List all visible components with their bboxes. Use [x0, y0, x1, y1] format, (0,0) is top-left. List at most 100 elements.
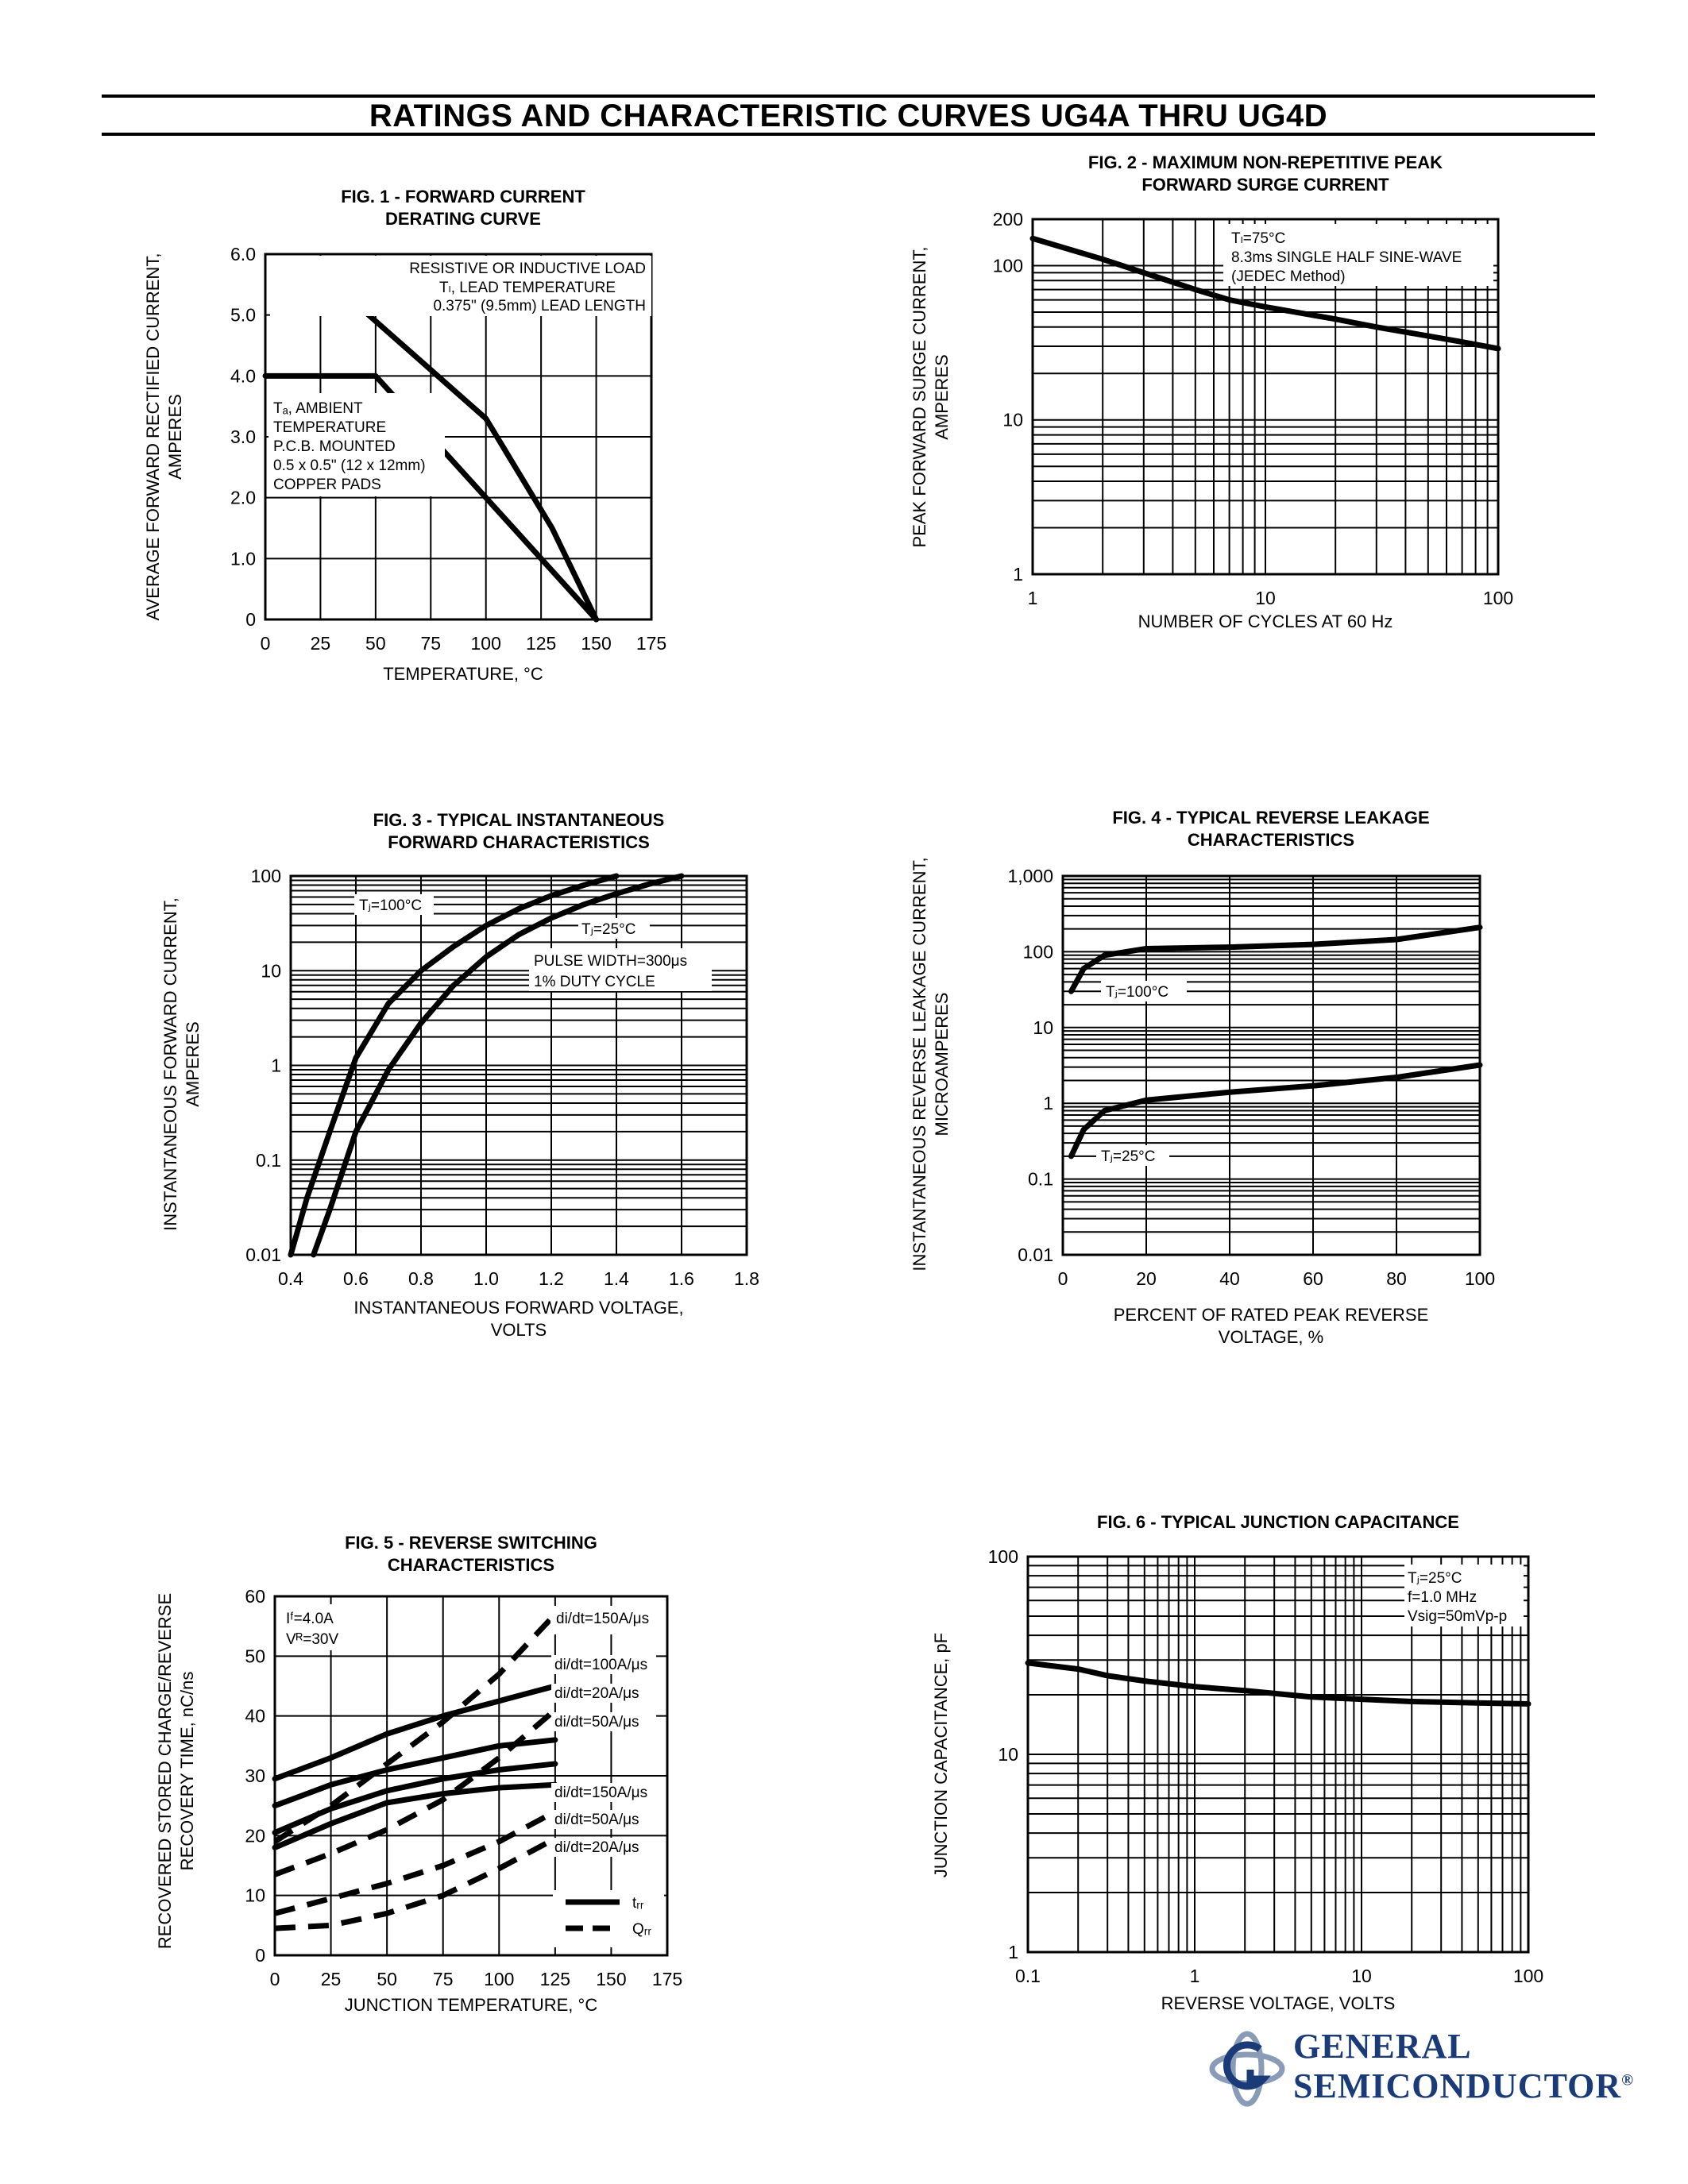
series-line — [274, 1809, 557, 1916]
annotation-text: Tⱼ=25°C — [1408, 1570, 1462, 1587]
x-tick-label: 0.8 — [408, 1268, 434, 1289]
annotation-text: 8.3ms SINGLE HALF SINE-WAVE — [1231, 249, 1462, 266]
x-axis-label: REVERSE VOLTAGE, VOLTS — [1161, 1993, 1396, 2013]
annotation-bg — [551, 1838, 656, 1857]
annotation-bg — [551, 1684, 656, 1703]
y-tick-label: 10 — [261, 960, 281, 981]
x-tick-label: 0 — [1058, 1268, 1068, 1289]
x-tick-label: 1.8 — [734, 1268, 759, 1289]
fig5-plot: 0 25 50 75 100 125 150 175 0 10 20 30 40 50 60 FIG. 5 -… — [155, 1533, 682, 2015]
y-tick-label: 5.0 — [230, 305, 256, 326]
x-axis-label: JUNCTION TEMPERATURE, °C — [345, 1995, 598, 2015]
annotation-text: (JEDEC Method) — [1231, 268, 1346, 285]
x-tick-label: 1.2 — [539, 1268, 564, 1289]
x-tick-label: 175 — [652, 1969, 682, 1989]
y-tick-label: 1 — [1008, 1942, 1018, 1962]
series-label: Tⱼ=100°C — [359, 897, 422, 914]
plot-frame — [289, 874, 748, 1256]
y-axis-label: AMPERES — [932, 354, 952, 440]
x-tick-label: 75 — [433, 1969, 454, 1989]
plot-frame — [264, 253, 653, 621]
y-axis-label: RECOVERY TIME, nC/ns — [177, 1672, 197, 1871]
y-tick-label: 100 — [1023, 941, 1053, 962]
x-tick-label: 25 — [311, 633, 331, 654]
y-tick-label: 100 — [988, 1546, 1018, 1567]
series-line — [272, 1683, 558, 1782]
x-tick-label: 1.4 — [604, 1268, 629, 1289]
series-line — [272, 1781, 558, 1850]
annotation-bg — [551, 1712, 656, 1731]
x-tick-label: 1.6 — [669, 1268, 694, 1289]
x-tick-label: 0.6 — [343, 1268, 369, 1289]
annotation-bg — [268, 393, 445, 496]
x-tick-label: 40 — [1219, 1268, 1240, 1289]
x-tick-label: 100 — [1483, 588, 1513, 608]
series-line — [1068, 924, 1483, 994]
annotation-bg — [1096, 1145, 1169, 1166]
fig1-plot: 0 25 50 75 100 125 150 175 0 1.0 2.0 3.0 4.0 5.0 6.0 FI… — [143, 187, 666, 684]
plot-frame — [273, 1595, 669, 1957]
x-axis-label: INSTANTANEOUS FORWARD VOLTAGE, — [353, 1298, 683, 1318]
y-tick-label: 1 — [271, 1055, 281, 1076]
header-top-rule — [102, 95, 1595, 98]
y-tick-label: 60 — [245, 1586, 265, 1607]
chart-title: FORWARD CHARACTERISTICS — [388, 832, 650, 852]
y-tick-label: 100 — [251, 866, 281, 886]
y-tick-label: 3.0 — [230, 426, 256, 447]
chart-title: CHARACTERISTICS — [388, 1555, 554, 1575]
x-tick-label: 25 — [321, 1969, 342, 1989]
y-tick-label: 10 — [245, 1885, 265, 1906]
annotation-bg — [578, 918, 650, 939]
annotation-bg — [270, 256, 651, 316]
x-tick-label: 50 — [377, 1969, 397, 1989]
series-line — [272, 1737, 558, 1809]
curve-label: di/dt=50A/μs — [554, 1812, 639, 1828]
curve-label: di/dt=150A/μs — [554, 1785, 647, 1801]
company-logo: GENERAL SEMICONDUCTOR® — [1207, 2021, 1633, 2116]
x-axis-label: NUMBER OF CYCLES AT 60 Hᴢ — [1138, 612, 1393, 631]
chart-title: FIG. 5 - REVERSE SWITCHING — [345, 1533, 597, 1553]
x-tick-label: 1.0 — [473, 1268, 499, 1289]
logo-registered-mark: ® — [1621, 2071, 1635, 2089]
series-line — [273, 1612, 558, 1844]
series-line — [311, 873, 685, 1258]
x-tick-label: 125 — [526, 633, 556, 654]
annotation-bg — [280, 1604, 359, 1650]
y-axis-label: RECOVERED STORED CHARGE/REVERSE — [155, 1593, 175, 1949]
x-tick-label: 60 — [1303, 1268, 1323, 1289]
annotation-text: Tₐ, AMBIENT — [273, 400, 363, 417]
y-axis-label: AVERAGE FORWARD RECTIFIED CURRENT, — [143, 253, 163, 621]
x-tick-label: 0.1 — [1015, 1966, 1041, 1986]
y-axis-label: PEAK FORWARD SURGE CURRENT, — [910, 247, 929, 548]
series-line — [1025, 1660, 1532, 1707]
fig2-plot: 1 10 100 1 10 100 200 FIG. 2 - MAXIMUM NON-REPE… — [910, 152, 1513, 631]
annotation-bg — [354, 894, 434, 915]
legend-label: tᵣᵣ — [632, 1895, 644, 1912]
annotation-bg — [551, 1783, 656, 1802]
y-tick-label: 20 — [245, 1825, 265, 1846]
x-tick-label: 80 — [1386, 1268, 1407, 1289]
y-axis-label: INSTANTANEOUS REVERSE LEAKAGE CURRENT, — [910, 857, 929, 1271]
x-tick-label: 100 — [1465, 1268, 1495, 1289]
curve-label: di/dt=150A/μs — [556, 1611, 649, 1627]
series-label: Tⱼ=25°C — [1101, 1148, 1155, 1165]
annotation-text: P.C.B. MOUNTED — [273, 438, 396, 455]
x-tick-label: 50 — [365, 633, 386, 654]
x-tick-label: 1 — [1190, 1966, 1200, 1986]
y-axis-label: AMPERES — [165, 394, 185, 480]
series-label: Tⱼ=100°C — [1106, 984, 1168, 1001]
x-axis-label: TEMPERATURE, °C — [383, 664, 543, 684]
x-axis-label: PERCENT OF RATED PEAK REVERSE — [1114, 1305, 1429, 1325]
annotation-bg — [1404, 1565, 1524, 1626]
fig3-plot: 0.4 0.6 0.8 1.0 1.2 1.4 1.6 1.8 0.01 0.1 1 10 100 FIG… — [160, 810, 759, 1340]
x-tick-label: 125 — [540, 1969, 570, 1989]
y-tick-label: 1,000 — [1007, 866, 1053, 886]
x-tick-label: 0 — [261, 633, 271, 654]
x-tick-label: 100 — [1513, 1966, 1543, 1986]
series-line — [1029, 235, 1501, 352]
chart-title: FIG. 6 - TYPICAL JUNCTION CAPACITANCE — [1097, 1512, 1459, 1532]
